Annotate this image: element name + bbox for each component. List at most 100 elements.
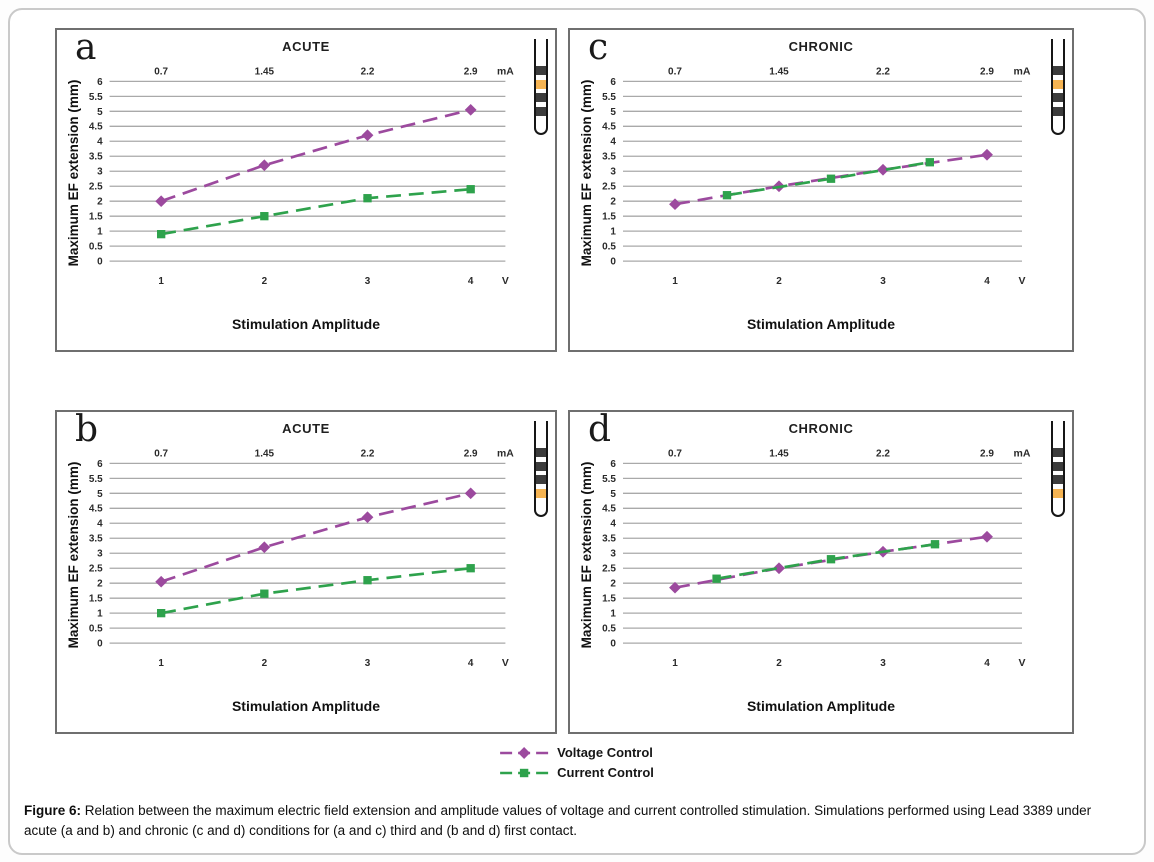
svg-text:2.2: 2.2 <box>876 66 890 77</box>
svg-text:2.2: 2.2 <box>361 448 375 459</box>
svg-text:5: 5 <box>610 489 616 500</box>
line-chart: 0 0.5 1 1.5 2 2.5 3 3.5 4 4.5 5 5.5 6 0.7 1.45 2.2 2.9 mA… <box>89 66 514 287</box>
panel-chronic-first-contact: d CHRONIC 0 0.5 1 1.5 2 2.5 3 3.5 4 4.5 5 5.5 6 0.7 1.… <box>568 410 1074 734</box>
svg-text:3.5: 3.5 <box>89 534 103 545</box>
svg-text:6: 6 <box>97 77 103 88</box>
svg-text:1.5: 1.5 <box>602 594 616 605</box>
svg-text:2: 2 <box>262 276 268 287</box>
svg-text:2: 2 <box>776 276 782 287</box>
svg-text:mA: mA <box>1014 66 1031 77</box>
svg-text:6: 6 <box>97 459 103 470</box>
panel-letter: b <box>75 409 99 450</box>
svg-text:0.7: 0.7 <box>668 66 682 77</box>
svg-text:3: 3 <box>97 167 103 178</box>
svg-text:5.5: 5.5 <box>602 92 616 103</box>
figure-caption-label: Figure 6: <box>24 803 82 818</box>
svg-text:5: 5 <box>97 489 103 500</box>
svg-text:3: 3 <box>610 167 616 178</box>
svg-text:4: 4 <box>984 658 990 669</box>
y-axis-label: Maximum EF extension (mm) <box>579 461 594 649</box>
svg-text:1: 1 <box>672 658 678 669</box>
y-axis-label: Maximum EF extension (mm) <box>579 79 594 267</box>
legend-label: Current Control <box>557 765 654 780</box>
line-chart: 0 0.5 1 1.5 2 2.5 3 3.5 4 4.5 5 5.5 6 0.7 1.45 2.2 2.9 mA… <box>602 448 1031 669</box>
chart-title: CHRONIC <box>788 421 854 436</box>
panel-acute-first-contact: b ACUTE 0 0.5 1 1.5 2 2.5 3 3.5 4 4.5 5 5.5 6 0.7 1.45… <box>55 410 557 734</box>
svg-text:0.7: 0.7 <box>154 448 168 459</box>
x-axis-label: Stimulation Amplitude <box>231 698 381 714</box>
legend-label: Voltage Control <box>557 745 653 760</box>
svg-text:0.7: 0.7 <box>668 448 682 459</box>
x-axis-label: Stimulation Amplitude <box>231 316 381 332</box>
voltage-control-line-sample-icon <box>500 746 549 759</box>
svg-text:1.5: 1.5 <box>89 594 103 605</box>
chart-title: ACUTE <box>282 421 330 436</box>
svg-text:1.45: 1.45 <box>769 66 789 77</box>
svg-text:0: 0 <box>610 639 616 650</box>
x-axis-label: Stimulation Amplitude <box>746 316 896 332</box>
svg-text:1: 1 <box>158 276 164 287</box>
svg-text:1: 1 <box>610 227 616 238</box>
svg-text:V: V <box>502 658 509 669</box>
current-control-line-sample-icon <box>500 768 549 777</box>
svg-text:3: 3 <box>880 658 886 669</box>
legend-item-current-control: Current Control <box>500 765 654 780</box>
svg-text:mA: mA <box>1014 448 1031 459</box>
svg-text:5.5: 5.5 <box>89 92 103 103</box>
svg-text:4: 4 <box>610 519 616 530</box>
svg-text:2.5: 2.5 <box>89 182 103 193</box>
svg-text:2.5: 2.5 <box>602 564 616 575</box>
svg-text:0: 0 <box>610 257 616 268</box>
svg-text:2.9: 2.9 <box>980 66 994 77</box>
svg-text:4: 4 <box>984 276 990 287</box>
dbs-lead-icon <box>1051 39 1065 135</box>
svg-text:4: 4 <box>468 276 474 287</box>
svg-text:2: 2 <box>610 579 616 590</box>
svg-text:2.2: 2.2 <box>361 66 375 77</box>
svg-text:1: 1 <box>610 609 616 620</box>
svg-text:2: 2 <box>97 197 103 208</box>
svg-text:2.2: 2.2 <box>876 448 890 459</box>
svg-text:3: 3 <box>365 276 371 287</box>
dbs-lead-icon <box>534 39 548 135</box>
legend-item-voltage-control: Voltage Control <box>500 745 654 760</box>
svg-text:3.5: 3.5 <box>602 534 616 545</box>
svg-text:mA: mA <box>497 448 514 459</box>
chart-title: ACUTE <box>282 39 330 54</box>
svg-text:2: 2 <box>776 658 782 669</box>
svg-text:4: 4 <box>610 137 616 148</box>
y-axis-label: Maximum EF extension (mm) <box>66 79 81 267</box>
svg-text:3.5: 3.5 <box>89 152 103 163</box>
svg-text:4: 4 <box>468 658 474 669</box>
line-chart: 0 0.5 1 1.5 2 2.5 3 3.5 4 4.5 5 5.5 6 0.7 1.45 2.2 2.9 mA… <box>89 448 514 669</box>
svg-text:0.7: 0.7 <box>154 66 168 77</box>
svg-text:1: 1 <box>97 609 103 620</box>
svg-text:1.5: 1.5 <box>602 212 616 223</box>
svg-text:4: 4 <box>97 519 103 530</box>
chart-legend: Voltage Control Current Control <box>500 745 654 780</box>
svg-text:4.5: 4.5 <box>602 122 616 133</box>
figure-caption: Figure 6: Relation between the maximum e… <box>24 801 1124 842</box>
line-chart: 0 0.5 1 1.5 2 2.5 3 3.5 4 4.5 5 5.5 6 0.7 1.45 2.2 2.9 mA… <box>602 66 1031 287</box>
panel-letter: a <box>75 27 97 68</box>
svg-text:1.5: 1.5 <box>89 212 103 223</box>
svg-text:1.45: 1.45 <box>769 448 789 459</box>
panel-letter: d <box>588 409 612 450</box>
figure-caption-text: Relation between the maximum electric fi… <box>24 803 1092 839</box>
svg-text:3: 3 <box>365 658 371 669</box>
svg-text:2: 2 <box>97 579 103 590</box>
svg-text:1: 1 <box>97 227 103 238</box>
svg-text:5: 5 <box>97 107 103 118</box>
dbs-lead-icon <box>534 421 548 517</box>
svg-text:2: 2 <box>262 658 268 669</box>
panel-chronic-third-contact: c CHRONIC 0 0.5 1 1.5 2 2.5 3 3.5 4 4.5 5 5.5 6 0.7 1.… <box>568 28 1074 352</box>
svg-text:0.5: 0.5 <box>602 242 616 253</box>
svg-text:4: 4 <box>97 137 103 148</box>
svg-text:2.9: 2.9 <box>464 66 478 77</box>
svg-text:2.5: 2.5 <box>89 564 103 575</box>
x-axis-label: Stimulation Amplitude <box>746 698 896 714</box>
svg-text:V: V <box>1019 276 1026 287</box>
panel-letter: c <box>588 27 609 68</box>
svg-text:1: 1 <box>672 276 678 287</box>
y-axis-label: Maximum EF extension (mm) <box>66 461 81 649</box>
